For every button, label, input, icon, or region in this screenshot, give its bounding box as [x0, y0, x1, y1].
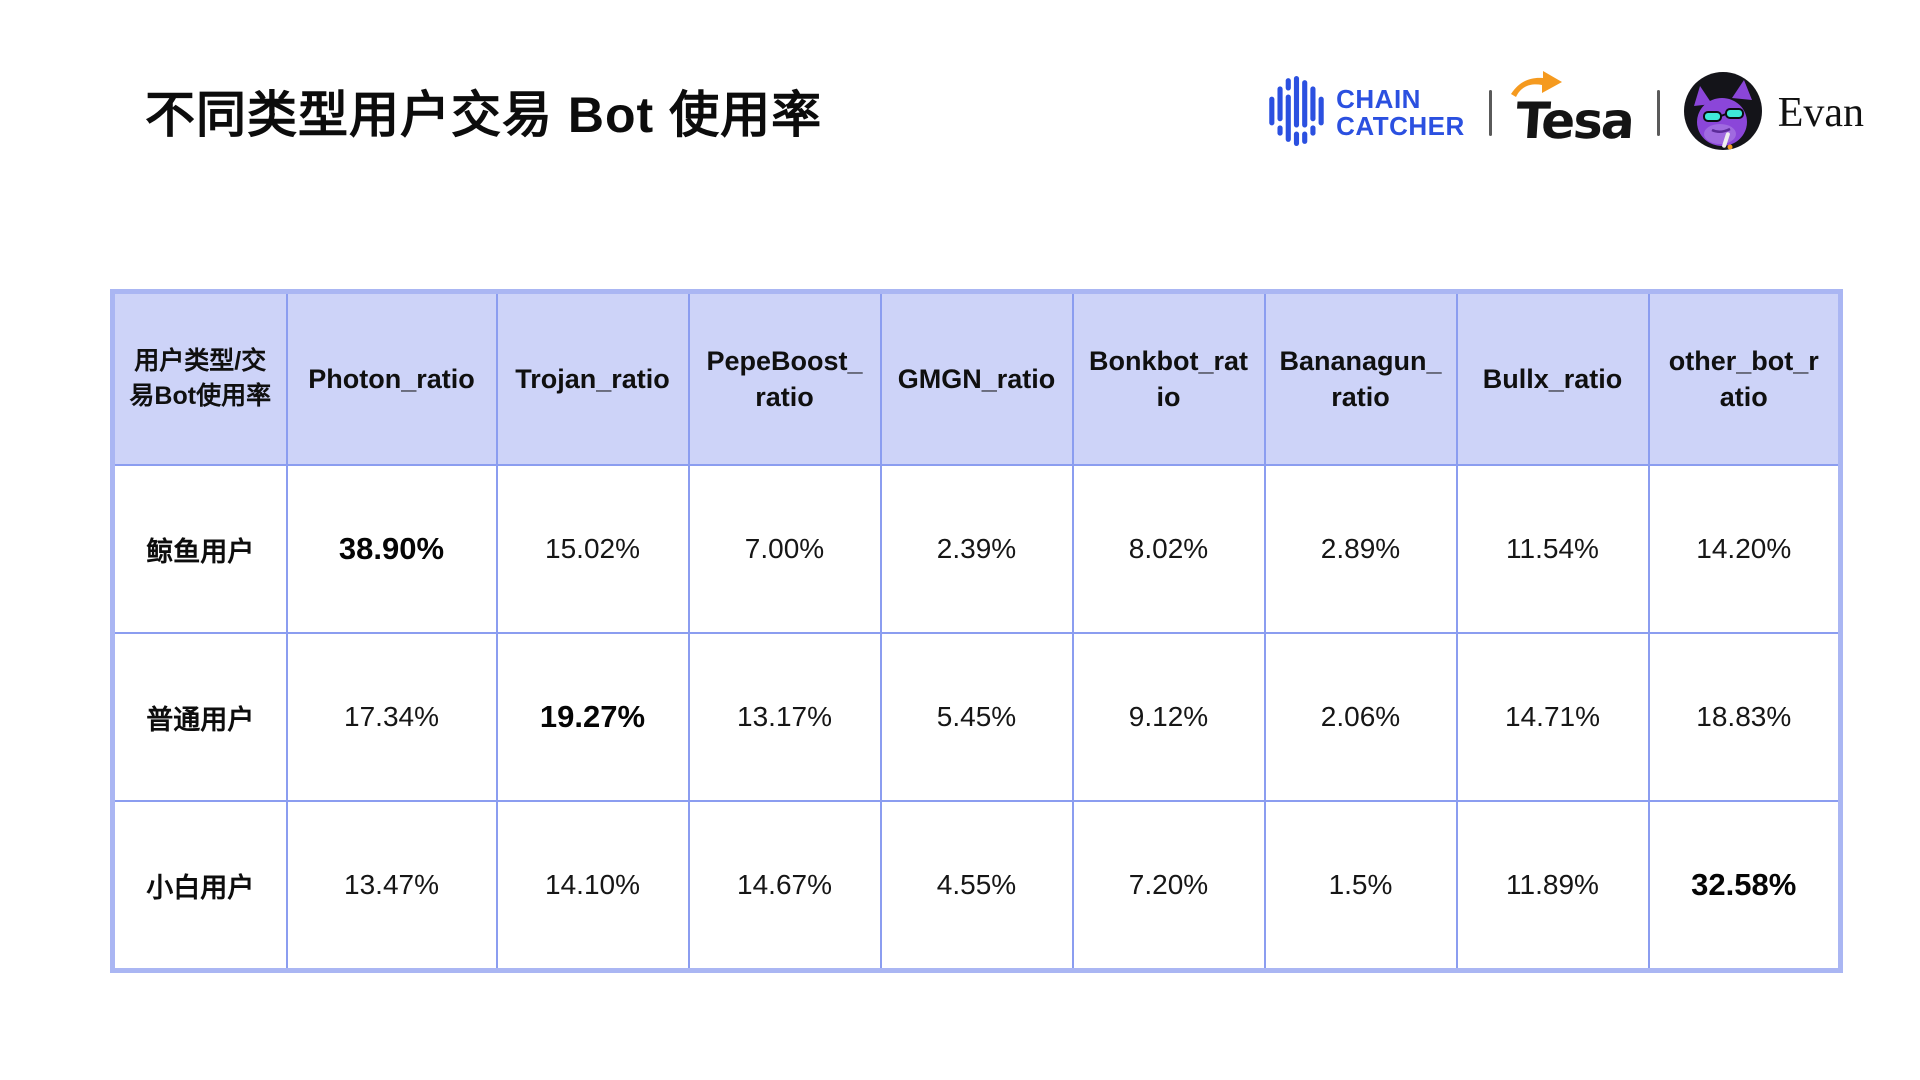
evan-avatar — [1683, 71, 1762, 155]
chaincatcher-wordmark-line1: CHAIN — [1336, 84, 1421, 115]
tesa-arrow-icon — [1510, 70, 1564, 103]
header-cell-bananagun: Bananagun_ratio — [1263, 290, 1458, 466]
brand-bar: CHAIN CATCHER Tesa — [1268, 58, 1864, 168]
bot-usage-table: 用户类型/交易Bot使用率 Photon_ratio Trojan_ratio … — [110, 289, 1843, 973]
value-cell: 13.17% — [687, 632, 882, 802]
brand-divider — [1656, 90, 1660, 136]
value-cell: 7.00% — [687, 464, 882, 634]
value-cell: 14.67% — [687, 800, 882, 972]
value-cell: 2.06% — [1263, 632, 1458, 802]
value-cell: 8.02% — [1071, 464, 1266, 634]
value-cell: 32.58% — [1647, 800, 1842, 972]
header-cell-gmgn: GMGN_ratio — [879, 290, 1074, 466]
value-cell: 15.02% — [495, 464, 690, 634]
value-cell: 14.71% — [1455, 632, 1650, 802]
evan-block: Evan — [1683, 71, 1864, 155]
value-cell: 11.54% — [1455, 464, 1650, 634]
table-row-regular-users: 普通用户 17.34% 19.27% 13.17% 5.45% 9.12% 2.… — [111, 632, 1842, 802]
tesa-logo: Tesa — [1510, 71, 1635, 150]
header-cell-photon: Photon_ratio — [285, 290, 498, 466]
value-cell: 7.20% — [1071, 800, 1266, 972]
value-cell: 9.12% — [1071, 632, 1266, 802]
value-cell: 38.90% — [285, 464, 498, 634]
row-label: 普通用户 — [111, 632, 288, 802]
value-cell: 18.83% — [1647, 632, 1842, 802]
table-row-novice-users: 小白用户 13.47% 14.10% 14.67% 4.55% 7.20% 1.… — [111, 800, 1842, 972]
value-cell: 13.47% — [285, 800, 498, 972]
chaincatcher-bars-icon — [1268, 74, 1326, 153]
value-cell: 11.89% — [1455, 800, 1650, 972]
evan-name: Evan — [1777, 90, 1864, 136]
tesa-wordmark: Tesa — [1513, 92, 1635, 150]
header-cell-bullx: Bullx_ratio — [1455, 290, 1650, 466]
table-row-whale-users: 鲸鱼用户 38.90% 15.02% 7.00% 2.39% 8.02% 2.8… — [111, 464, 1842, 634]
value-cell: 1.5% — [1263, 800, 1458, 972]
value-cell: 2.89% — [1263, 464, 1458, 634]
header-cell-trojan: Trojan_ratio — [495, 290, 690, 466]
table-header-row: 用户类型/交易Bot使用率 Photon_ratio Trojan_ratio … — [111, 290, 1842, 466]
header-cell-user-type: 用户类型/交易Bot使用率 — [111, 290, 288, 466]
value-cell: 14.20% — [1647, 464, 1842, 634]
value-cell: 17.34% — [285, 632, 498, 802]
value-cell: 4.55% — [879, 800, 1074, 972]
chaincatcher-wordmark: CHAIN CATCHER — [1336, 86, 1465, 139]
header-cell-pepeboost: PepeBoost_ratio — [687, 290, 882, 466]
row-label: 小白用户 — [111, 800, 288, 972]
chaincatcher-logo: CHAIN CATCHER — [1268, 74, 1465, 153]
value-cell: 2.39% — [879, 464, 1074, 634]
chaincatcher-wordmark-line2: CATCHER — [1336, 111, 1465, 141]
row-label: 鲸鱼用户 — [111, 464, 288, 634]
value-cell: 5.45% — [879, 632, 1074, 802]
header-cell-other-bot: other_bot_ratio — [1647, 290, 1842, 466]
value-cell: 19.27% — [495, 632, 690, 802]
header-cell-bonkbot: Bonkbot_ratio — [1071, 290, 1266, 466]
value-cell: 14.10% — [495, 800, 690, 972]
brand-divider — [1488, 90, 1492, 136]
page-title: 不同类型用户交易 Bot 使用率 — [145, 87, 823, 143]
